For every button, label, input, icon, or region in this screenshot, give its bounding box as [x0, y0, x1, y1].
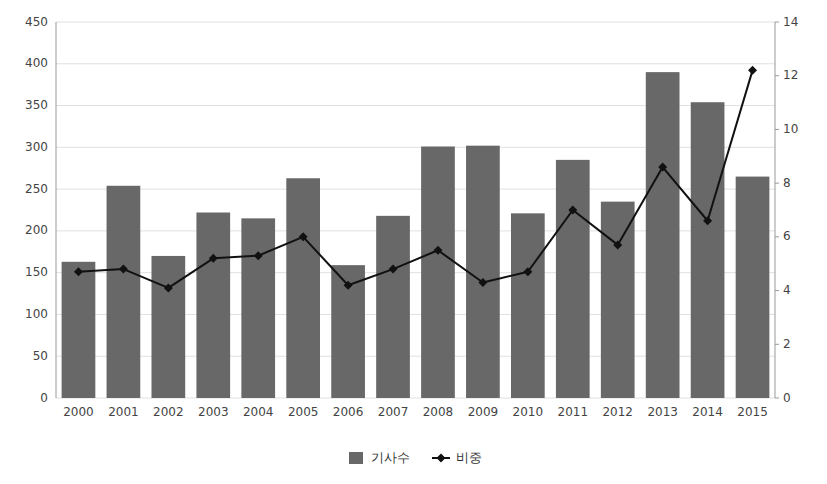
line	[78, 70, 752, 288]
y-tick-label: 0	[40, 391, 48, 405]
bar	[196, 213, 230, 398]
y2-tick	[775, 236, 779, 237]
grid-line	[56, 63, 775, 64]
bar	[151, 256, 185, 398]
line-marker	[209, 254, 218, 263]
x-tick-label: 2007	[378, 405, 409, 419]
line-marker	[389, 265, 398, 274]
y2-tick-label: 6	[783, 229, 791, 243]
x-tick-label: 2014	[692, 405, 723, 419]
y-axis-line	[56, 22, 57, 398]
legend-label: 비중	[456, 450, 482, 465]
x-tick-label: 2008	[423, 405, 454, 419]
line-marker	[703, 216, 712, 225]
x-tick-label: 2004	[243, 405, 274, 419]
bar	[556, 160, 590, 398]
bar	[286, 178, 320, 398]
line-marker	[74, 267, 83, 276]
y2-axis-line	[775, 22, 776, 398]
x-tick-label: 2002	[153, 405, 184, 419]
bar	[107, 186, 141, 398]
y2-tick-label: 0	[783, 391, 791, 405]
line-marker	[164, 283, 173, 292]
y2-tick	[775, 75, 779, 76]
y-tick-label: 50	[33, 349, 48, 363]
bar	[511, 213, 545, 398]
axes: 0 50 100 150 200 250 300 350 400 450 0 2 4 6 8 10 12 14 20…	[25, 15, 798, 420]
x-tick-label: 2010	[513, 405, 544, 419]
x-tick-label: 2012	[602, 405, 633, 419]
y-tick-label: 350	[25, 98, 48, 112]
line-marker	[748, 66, 757, 75]
x-tick-label: 2011	[558, 405, 589, 419]
legend-item: 비중	[432, 450, 482, 465]
line-marker	[433, 246, 442, 255]
x-tick-label: 2009	[468, 405, 499, 419]
bar	[241, 218, 275, 398]
line-marker	[254, 251, 263, 260]
bar	[691, 102, 725, 398]
grid-line	[56, 22, 775, 23]
line-marker	[299, 232, 308, 241]
line-marker	[658, 163, 667, 172]
x-tick-label: 2006	[333, 405, 364, 419]
y2-tick	[775, 344, 779, 345]
y2-tick	[775, 22, 779, 23]
bar	[62, 262, 96, 398]
legend-swatch	[349, 452, 363, 464]
line-marker	[344, 281, 353, 290]
y-tick-label: 250	[25, 182, 48, 196]
bar	[646, 72, 680, 398]
y-tick-label: 150	[25, 265, 48, 279]
x-tick-label: 2013	[647, 405, 678, 419]
line-marker	[478, 278, 487, 287]
x-tick-label: 2003	[198, 405, 229, 419]
y2-tick-label: 14	[783, 15, 798, 29]
background	[0, 0, 827, 484]
legend: 기사수 비중	[349, 450, 482, 465]
bar	[601, 202, 635, 398]
y2-tick-label: 12	[783, 68, 798, 82]
y2-tick	[775, 290, 779, 291]
chart: 0 50 100 150 200 250 300 350 400 450 0 2 4 6 8 10 12 14 20…	[0, 0, 827, 484]
y2-tick	[775, 398, 779, 399]
bar	[736, 177, 770, 398]
x-tick-label: 2015	[737, 405, 768, 419]
bar	[466, 146, 500, 398]
bar	[376, 216, 410, 398]
y2-tick	[775, 129, 779, 130]
line-marker	[613, 240, 622, 249]
legend-item: 기사수	[349, 450, 410, 465]
y2-tick-label: 4	[783, 283, 791, 297]
y-tick-label: 400	[25, 56, 48, 70]
y2-tick-label: 2	[783, 337, 791, 351]
bar	[331, 265, 365, 398]
y-tick-label: 100	[25, 307, 48, 321]
legend-marker	[437, 454, 446, 463]
x-tick-label: 2005	[288, 405, 319, 419]
y-tick-label: 300	[25, 140, 48, 154]
line-marker	[119, 265, 128, 274]
legend-label: 기사수	[371, 450, 410, 465]
x-tick-label: 2000	[63, 405, 94, 419]
bar	[421, 146, 455, 398]
y-tick-label: 450	[25, 15, 48, 29]
plot-data	[62, 66, 770, 398]
y-tick-label: 200	[25, 223, 48, 237]
line-marker	[523, 267, 532, 276]
x-tick-label: 2001	[108, 405, 139, 419]
y2-tick-label: 10	[783, 122, 798, 136]
y2-tick-label: 8	[783, 176, 791, 190]
y2-tick	[775, 183, 779, 184]
line-marker	[568, 206, 577, 215]
